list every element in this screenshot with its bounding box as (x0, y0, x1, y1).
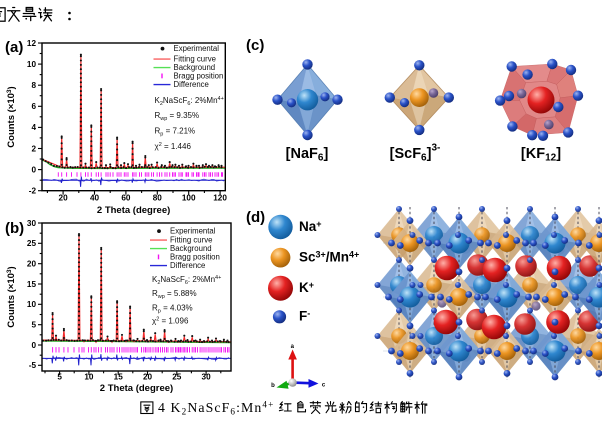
svg-text:Na+: Na+ (299, 219, 322, 234)
svg-text:10: 10 (27, 300, 37, 309)
svg-text:Counts (×103): Counts (×103) (6, 266, 17, 327)
svg-text:Bragg position: Bragg position (174, 72, 224, 81)
svg-text:Counts (×103): Counts (×103) (6, 86, 17, 147)
svg-text:(c): (c) (246, 37, 264, 54)
svg-text:2 Theta (degree): 2 Theta (degree) (100, 383, 173, 394)
svg-text:K2NaScF6: 2%Mn4+: K2NaScF6: 2%Mn4+ (152, 275, 221, 286)
svg-text:Rp = 4.03%: Rp = 4.03% (152, 304, 193, 315)
svg-text:8: 8 (31, 81, 36, 90)
svg-text:-2: -2 (29, 187, 37, 196)
svg-text:Experimental: Experimental (170, 227, 216, 236)
svg-text:20: 20 (27, 260, 37, 269)
svg-text:2: 2 (31, 144, 36, 153)
svg-text:20: 20 (59, 194, 69, 203)
svg-text:25: 25 (172, 373, 182, 382)
svg-text:30: 30 (202, 373, 212, 382)
svg-text:(d): (d) (246, 209, 265, 226)
svg-text:Background: Background (170, 244, 212, 253)
svg-text:Experimental: Experimental (174, 44, 220, 53)
svg-text:0: 0 (31, 341, 36, 350)
svg-text:10: 10 (27, 60, 37, 69)
svg-text:(a): (a) (5, 39, 23, 56)
svg-text:30: 30 (27, 219, 37, 228)
svg-text:60: 60 (121, 194, 131, 203)
svg-text:2 Theta (degree): 2 Theta (degree) (97, 205, 170, 216)
svg-text:4: 4 (31, 123, 36, 132)
svg-text:Rwp = 5.88%: Rwp = 5.88% (152, 289, 197, 300)
svg-text:4 K2NaScF6:Mn4+: 4 K2NaScF6:Mn4+ (158, 399, 274, 416)
svg-text:0: 0 (31, 165, 36, 174)
svg-text:12: 12 (27, 39, 37, 48)
svg-text:Bragg position: Bragg position (170, 253, 220, 262)
svg-text:a: a (291, 344, 295, 350)
svg-text:[NaF6]: [NaF6] (286, 146, 329, 164)
svg-text:120: 120 (213, 194, 227, 203)
svg-text:-5: -5 (29, 361, 37, 370)
svg-text:15: 15 (114, 373, 124, 382)
svg-text:Rp = 7.21%: Rp = 7.21% (155, 127, 196, 138)
svg-text:5: 5 (57, 373, 62, 382)
svg-text:Rwp = 9.35%: Rwp = 9.35% (155, 111, 200, 122)
svg-text:χ2 = 1.446: χ2 = 1.446 (155, 142, 192, 151)
svg-text:K2NaScF6: 2%Mn4+: K2NaScF6: 2%Mn4+ (155, 96, 224, 107)
svg-text:F-: F- (299, 309, 310, 324)
svg-text:[ScF6]3-: [ScF6]3- (390, 143, 441, 164)
svg-text:Sc3+/Mn4+: Sc3+/Mn4+ (299, 250, 359, 265)
svg-text:40: 40 (90, 194, 100, 203)
svg-text:(b): (b) (5, 220, 24, 237)
svg-text:Difference: Difference (174, 80, 209, 89)
svg-text:20: 20 (143, 373, 153, 382)
svg-text:15: 15 (27, 280, 37, 289)
svg-text:100: 100 (182, 194, 196, 203)
svg-text:Fitting curve: Fitting curve (170, 236, 212, 245)
svg-text:10: 10 (84, 373, 94, 382)
svg-text:Fitting curve: Fitting curve (174, 55, 216, 64)
svg-text:c: c (322, 383, 326, 389)
svg-text:Difference: Difference (170, 261, 205, 270)
svg-text:b: b (271, 383, 275, 389)
svg-text:χ2 = 1.096: χ2 = 1.096 (152, 317, 189, 326)
svg-text:25: 25 (27, 239, 37, 248)
svg-text:5: 5 (31, 321, 36, 330)
svg-text:6: 6 (31, 102, 36, 111)
svg-text:80: 80 (153, 194, 163, 203)
svg-text:Background: Background (174, 63, 216, 72)
